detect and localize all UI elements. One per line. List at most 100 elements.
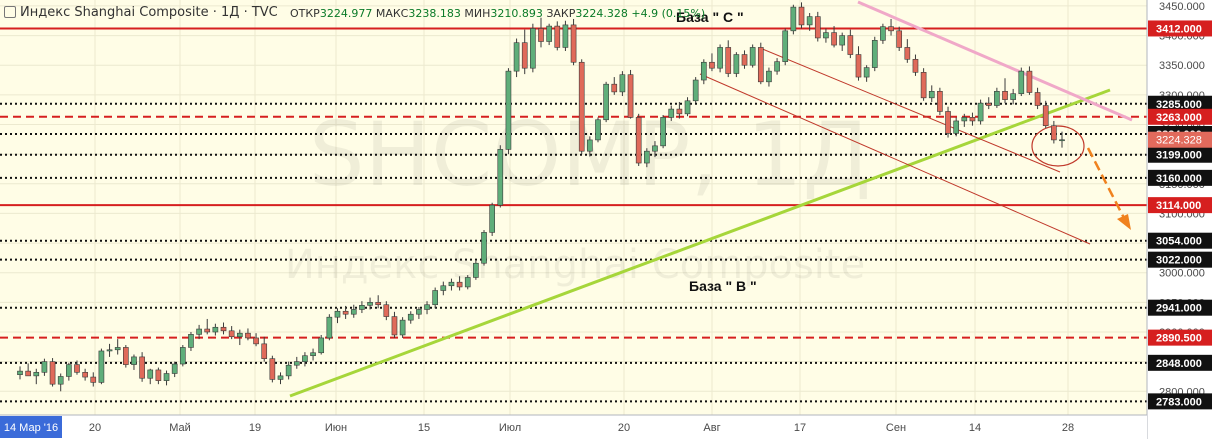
- candle: [497, 145, 504, 208]
- candle: [489, 202, 495, 236]
- collapse-icon[interactable]: [4, 6, 16, 18]
- channel-upper-line[interactable]: [759, 47, 1061, 173]
- annotation-base-b[interactable]: База " В ": [689, 278, 757, 294]
- candle-body: [603, 83, 609, 121]
- candle-body: [904, 47, 911, 60]
- candle: [725, 40, 732, 78]
- candle-body: [538, 28, 544, 42]
- level-price-label: 2848.000: [1156, 358, 1202, 370]
- resistance-line[interactable]: [857, 0, 1133, 122]
- candle-body: [505, 70, 512, 150]
- candle: [424, 301, 430, 315]
- candle-body: [391, 316, 398, 336]
- candle-body: [293, 361, 300, 366]
- uptrend-line[interactable]: [289, 88, 1111, 398]
- candle: [285, 361, 292, 380]
- candle-body: [994, 91, 1000, 106]
- candle: [880, 23, 886, 44]
- forecast-arrow-head[interactable]: [1117, 214, 1131, 230]
- time-axis[interactable]: 20 Май 19 Июн 15 Июл 20 Авг 17 Сен 14 28: [0, 414, 1147, 439]
- candle: [1051, 120, 1057, 144]
- candle: [82, 368, 88, 381]
- candle: [863, 65, 870, 82]
- candle: [684, 97, 691, 117]
- candle-body: [530, 28, 536, 69]
- candle: [505, 68, 512, 155]
- candle-body: [513, 42, 520, 72]
- candle: [741, 50, 748, 69]
- candle-body: [766, 70, 772, 83]
- candle-body: [456, 281, 463, 288]
- candle-body: [595, 119, 601, 141]
- high-value: 3238.183: [408, 7, 461, 20]
- price-tick-label: 3450.000: [1159, 1, 1205, 13]
- ohlc-readout: ОТКР3224.977 МАКС3238.183 МИН3210.893 ЗА…: [290, 7, 705, 20]
- candle-body: [114, 347, 121, 351]
- candle-body: [342, 310, 349, 315]
- candle: [359, 301, 365, 314]
- chart-header: Индекс Shanghai Composite · 1Д · TVC ОТК…: [0, 0, 1150, 34]
- candle: [676, 101, 683, 119]
- candle-body: [790, 6, 797, 32]
- candle: [1034, 87, 1041, 110]
- candle: [66, 362, 72, 381]
- candle: [660, 115, 666, 149]
- candle: [367, 297, 373, 310]
- candle: [904, 39, 911, 63]
- candle: [587, 136, 593, 157]
- candle: [888, 18, 894, 36]
- price-axis[interactable]: 2800.0002850.0002900.0002950.0003000.000…: [1146, 0, 1213, 439]
- level-price-label: 3022.000: [1156, 255, 1202, 267]
- annotation-base-c[interactable]: База " С ": [676, 9, 744, 25]
- candle-body: [652, 145, 658, 152]
- candle: [774, 58, 780, 75]
- candle-body: [741, 54, 748, 66]
- highlight-ellipse[interactable]: [1031, 125, 1085, 167]
- candle: [961, 113, 968, 127]
- candle-body: [123, 347, 129, 365]
- time-tick-label: Авг: [703, 422, 720, 434]
- candle: [253, 333, 259, 347]
- close-label: ЗАКР: [546, 7, 576, 20]
- time-axis-background: [0, 415, 1147, 439]
- candle: [212, 323, 219, 336]
- candle-body: [717, 47, 723, 69]
- candle-body: [888, 26, 894, 32]
- candle-body: [432, 290, 438, 306]
- candle-body: [871, 40, 878, 68]
- candle: [627, 69, 634, 119]
- level-price-badge: [1148, 354, 1212, 371]
- candle: [123, 345, 129, 368]
- candle-body: [367, 302, 373, 306]
- candle: [90, 372, 97, 387]
- candle: [896, 26, 903, 51]
- candle: [179, 345, 186, 367]
- candle-body: [98, 350, 105, 383]
- candle-body: [570, 24, 577, 63]
- drawings[interactable]: [289, 0, 1133, 398]
- level-price-label: 3114.000: [1156, 200, 1201, 212]
- candle-body: [660, 117, 666, 147]
- low-label: МИН: [464, 7, 491, 20]
- candle-body: [17, 370, 23, 375]
- candle: [766, 67, 772, 87]
- candle-body: [473, 262, 479, 278]
- time-tick-label: 17: [794, 422, 806, 434]
- candle: [293, 356, 300, 369]
- candle-body: [831, 32, 837, 46]
- candle: [261, 336, 268, 362]
- candle: [611, 77, 618, 95]
- candle: [619, 71, 626, 97]
- candle: [749, 44, 756, 68]
- candle: [595, 117, 601, 143]
- candle: [871, 36, 878, 72]
- candle: [521, 29, 528, 75]
- forecast-arrow-line[interactable]: [1086, 147, 1127, 221]
- watermark-name: Индекс Shanghai Composite: [285, 242, 865, 288]
- candle-body: [139, 356, 145, 379]
- candle: [196, 324, 202, 340]
- channel-lower-line[interactable]: [699, 73, 1091, 245]
- candle: [245, 328, 251, 341]
- candle: [399, 317, 406, 338]
